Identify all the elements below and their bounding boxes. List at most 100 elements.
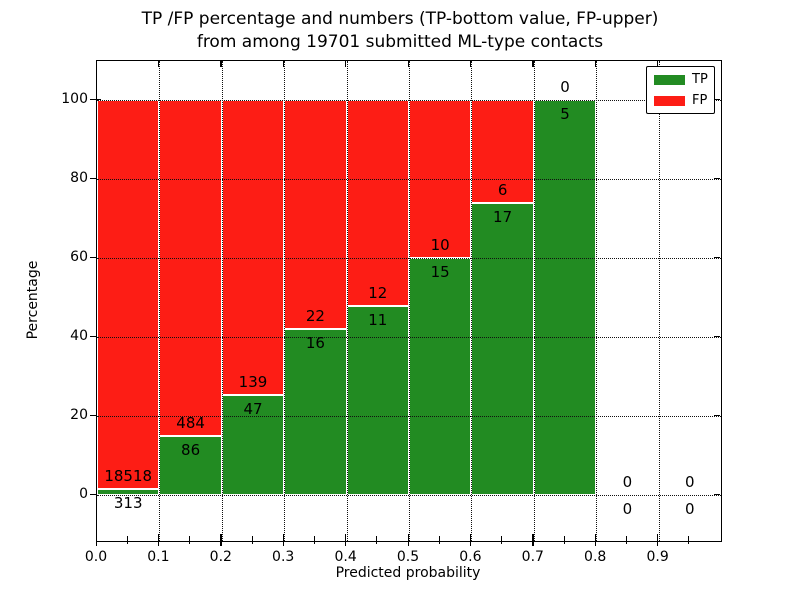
y-major-tick-right <box>714 98 720 101</box>
x-minor-tick <box>376 536 378 544</box>
bar-count-label-fp: 6 <box>497 181 508 200</box>
bar-count-label-fp: 484 <box>176 413 205 432</box>
bar-count-label-tp: 16 <box>305 334 325 352</box>
x-major-tick <box>469 534 472 546</box>
x-tick-label: 0.0 <box>84 549 108 565</box>
bar-segment-fp <box>471 100 534 204</box>
plot-area: 18518 313 484 86 139 47 22 16 12 11 10 15 6 17 0 5 0 0 0 0 <box>96 60 722 542</box>
bar-count-label-fp: 0 <box>685 473 695 492</box>
x-minor-tick <box>438 536 440 544</box>
y-major-tick <box>90 414 101 417</box>
y-major-tick <box>90 177 101 180</box>
x-major-tick-top <box>157 61 160 67</box>
bar-count-label-tp: 5 <box>560 105 570 124</box>
bar-segment-tp <box>533 100 597 496</box>
x-major-tick <box>345 534 347 546</box>
x-major-tick-top <box>532 61 534 67</box>
x-major-tick <box>407 534 409 546</box>
y-tick-label: 60 <box>70 249 88 266</box>
x-major-tick <box>594 534 597 546</box>
x-tick-label: 0.7 <box>521 549 544 565</box>
x-major-tick <box>157 534 160 546</box>
bar-segment-fp <box>159 100 222 436</box>
x-major-tick <box>657 534 659 546</box>
y-axis-label: Percentage <box>25 260 41 340</box>
chart-title-line1: TP /FP percentage and numbers (TP-bottom… <box>141 9 659 29</box>
bar-count-label-tp: 0 <box>622 500 633 519</box>
bar-count-label-fp: 22 <box>305 307 325 325</box>
x-major-tick-top <box>95 61 97 67</box>
x-tick-label: 0.9 <box>646 549 669 565</box>
x-major-tick-top <box>657 61 659 67</box>
legend-swatch-tp <box>654 74 685 85</box>
bar-count-label-fp: 10 <box>430 236 450 255</box>
y-major-tick <box>90 335 101 338</box>
x-tick-label: 0.4 <box>334 549 357 565</box>
x-minor-tick <box>625 536 627 544</box>
y-tick-label: 80 <box>70 170 88 187</box>
bar-count-label-fp: 139 <box>238 373 268 392</box>
y-major-tick-right <box>714 256 720 259</box>
bar-segment-tp <box>221 395 285 496</box>
x-major-tick <box>95 534 97 546</box>
x-minor-tick <box>563 536 565 544</box>
bar-count-label-tp: 0 <box>685 500 695 519</box>
legend-label-tp: TP <box>692 72 708 87</box>
x-major-tick-top <box>345 61 347 67</box>
bar-segment-fp <box>284 100 347 329</box>
x-tick-label: 0.2 <box>209 549 232 565</box>
bar-count-label-fp: 18518 <box>104 466 153 485</box>
bar-count-label-tp: 313 <box>113 493 143 512</box>
bar-segment-tp <box>97 488 160 496</box>
count-labels-layer: 18518 313 484 86 139 47 22 16 12 11 10 15 6 17 0 5 0 0 0 0 <box>97 61 721 541</box>
y-major-tick <box>90 493 101 496</box>
x-tick-label: 0.1 <box>147 549 170 565</box>
legend: TP FP <box>646 66 715 114</box>
y-major-tick-right <box>714 177 720 180</box>
x-tick-label: 0.5 <box>396 549 420 565</box>
x-major-tick-top <box>282 61 285 67</box>
x-major-tick <box>282 534 285 546</box>
x-minor-tick <box>189 536 191 544</box>
x-major-tick <box>532 534 534 546</box>
legend-label-fp: FP <box>692 93 708 108</box>
x-minor-tick <box>501 536 503 544</box>
bar-count-label-fp: 12 <box>368 284 388 303</box>
x-major-tick-top <box>407 61 409 67</box>
x-tick-label: 0.3 <box>272 549 295 565</box>
x-major-tick-top <box>220 61 222 67</box>
x-minor-tick <box>251 536 253 544</box>
x-tick-label: 0.8 <box>584 549 607 565</box>
bar-segment-fp <box>346 100 409 307</box>
y-tick-label: 40 <box>70 328 88 345</box>
bar-count-label-tp: 17 <box>493 208 513 227</box>
chart-title: TP /FP percentage and numbers (TP-bottom… <box>0 8 800 54</box>
bar-segment-fp <box>97 100 160 489</box>
x-minor-tick <box>126 536 128 544</box>
y-major-tick <box>90 256 101 259</box>
bar-count-label-fp: 0 <box>560 78 570 97</box>
y-major-tick-right <box>714 493 720 496</box>
x-minor-tick <box>688 536 690 544</box>
bar-count-label-tp: 15 <box>430 263 450 282</box>
x-minor-tick <box>313 536 315 544</box>
y-major-tick-right <box>714 335 720 338</box>
bar-count-label-tp: 86 <box>181 440 201 459</box>
bar-count-label-fp: 0 <box>622 473 633 492</box>
y-tick-label: 20 <box>70 407 88 424</box>
bar-count-label-tp: 47 <box>243 400 263 419</box>
x-major-tick-top <box>469 61 472 67</box>
y-tick-label: 100 <box>61 91 88 108</box>
y-major-tick <box>90 98 101 101</box>
bars-layer <box>97 61 721 541</box>
legend-swatch-fp <box>654 95 685 106</box>
legend-entry-fp: FP <box>654 93 707 108</box>
y-major-tick-right <box>714 414 720 417</box>
legend-entry-tp: TP <box>654 72 708 87</box>
x-axis-label: Predicted probability <box>335 565 481 581</box>
x-tick-label: 0.6 <box>459 549 482 565</box>
chart-title-line2: from among 19701 submitted ML-type conta… <box>196 32 604 52</box>
y-tick-label: 0 <box>79 486 88 503</box>
bar-count-label-tp: 11 <box>368 311 388 330</box>
